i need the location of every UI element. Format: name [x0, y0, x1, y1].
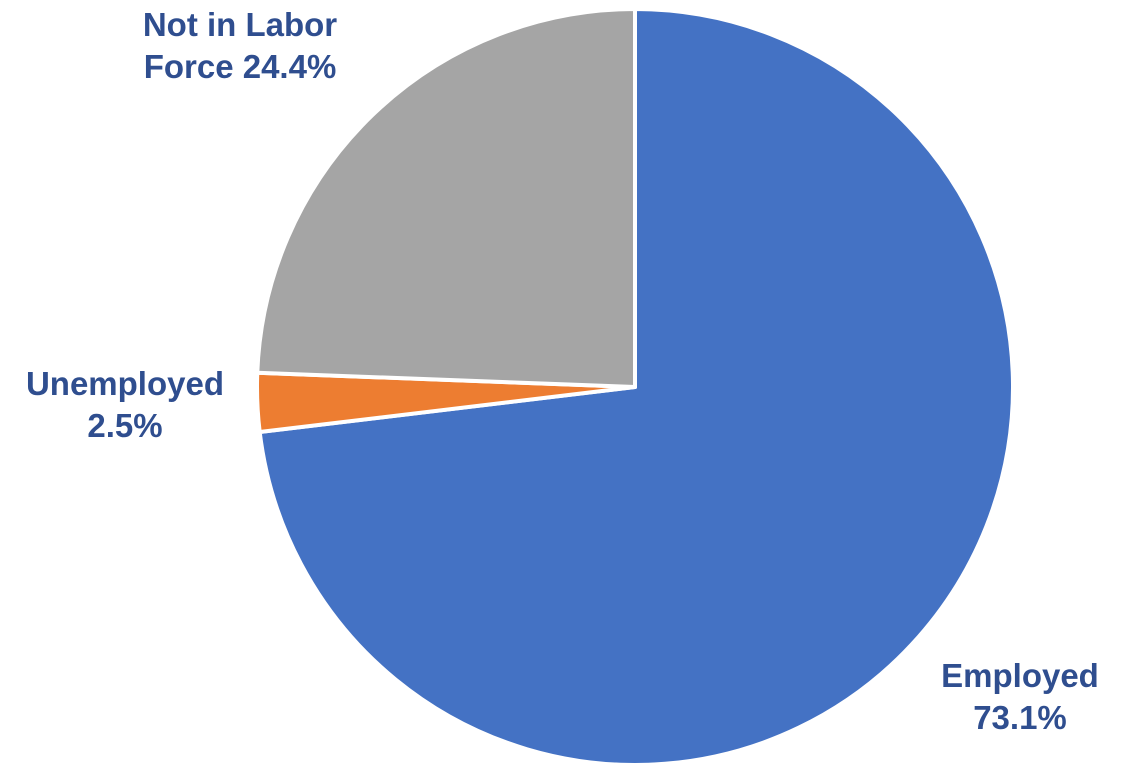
unemployed-label-line1: Unemployed: [25, 365, 225, 402]
employed-label-line1: Employed: [941, 657, 1099, 694]
unemployed-label-line2: 2.5%: [87, 407, 163, 444]
employed-label: Employed 73.1%: [920, 655, 1120, 739]
pie-slice-not-in-labor: [255, 7, 637, 389]
employed-label-line2: 73.1%: [973, 699, 1067, 736]
not-in-labor-force-label-line2: Force 24.4%: [143, 48, 337, 85]
not-in-labor-force-label: Not in Labor Force 24.4%: [110, 4, 370, 88]
not-in-labor-force-label-line1: Not in Labor: [142, 6, 338, 43]
unemployed-label: Unemployed 2.5%: [0, 363, 250, 447]
